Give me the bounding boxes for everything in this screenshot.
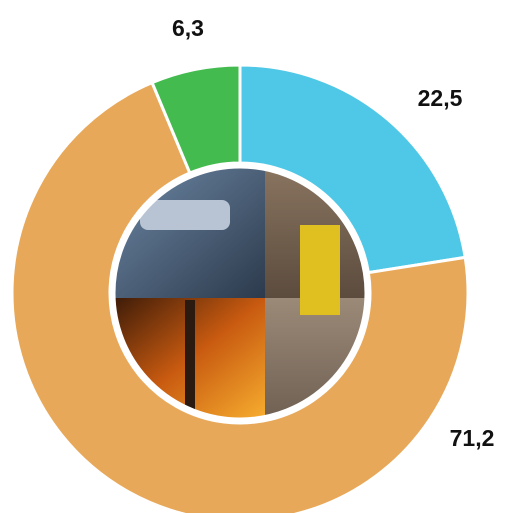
value-label: 6,3 [172,15,204,41]
value-label: 22,5 [418,85,463,111]
donut-segment [238,63,467,275]
donut [10,63,470,513]
center-border [110,163,370,423]
value-label: 71,2 [450,425,495,451]
donut-segment [150,63,242,176]
donut-segment [10,80,470,513]
